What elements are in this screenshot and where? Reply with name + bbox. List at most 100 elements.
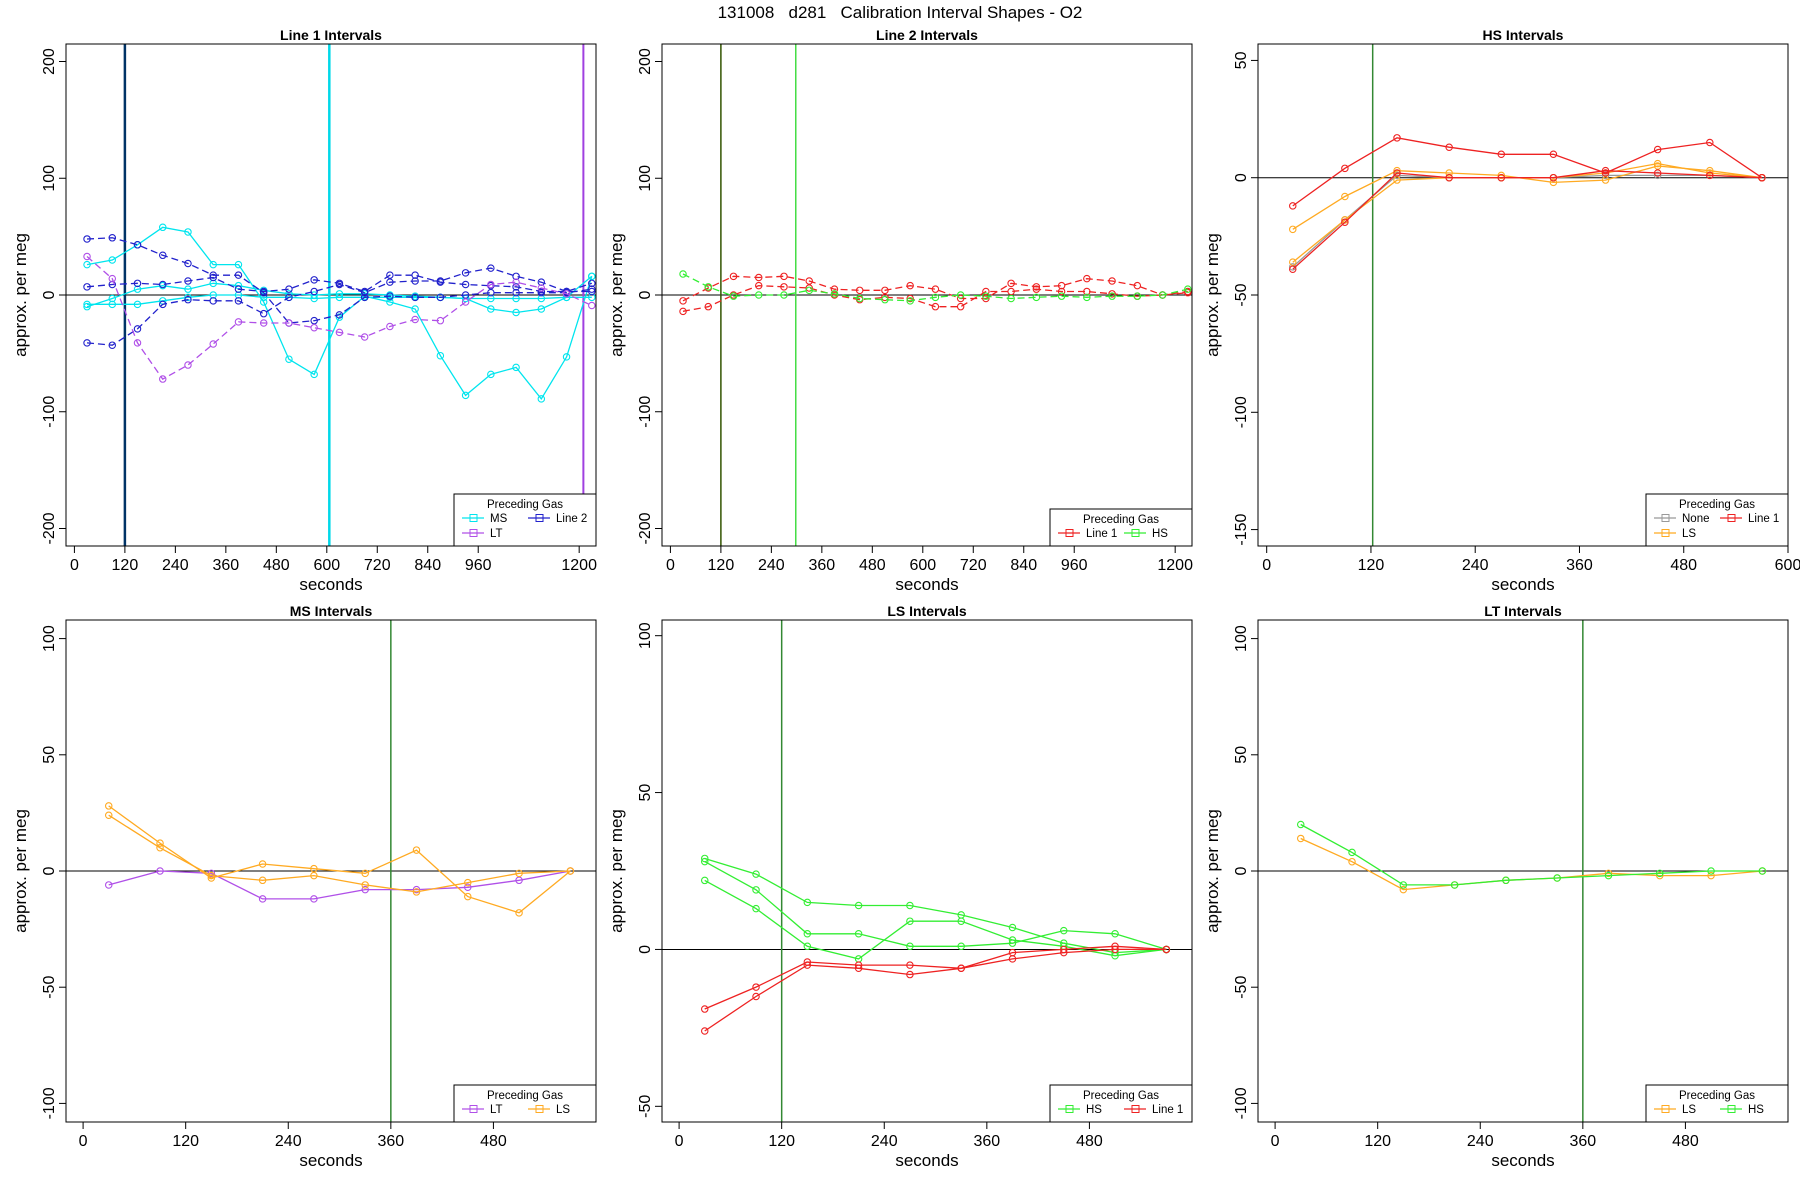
data-point xyxy=(512,308,520,317)
x-tick-label: 360 xyxy=(808,557,835,574)
data-point xyxy=(700,876,709,885)
data-point xyxy=(562,290,571,298)
data-point xyxy=(1083,287,1091,296)
data-point xyxy=(957,964,965,973)
data-point xyxy=(335,290,344,298)
data-point xyxy=(566,867,575,875)
data-point xyxy=(133,339,142,347)
legend-swatch-marker xyxy=(1727,1105,1736,1113)
data-point xyxy=(108,256,117,264)
data-point xyxy=(104,811,113,819)
y-tick-label: -100 xyxy=(1233,396,1250,428)
legend-swatch-marker xyxy=(1661,514,1670,522)
y-tick-label: 0 xyxy=(41,866,58,875)
data-point xyxy=(156,844,164,852)
data-point xyxy=(1083,274,1091,283)
x-axis-label: seconds xyxy=(895,1151,958,1170)
y-axis-label: approx. per meg xyxy=(1203,233,1222,357)
x-tick-label: 480 xyxy=(1672,1133,1699,1150)
data-point xyxy=(679,270,687,278)
data-point xyxy=(1133,281,1142,290)
data-point xyxy=(1399,881,1408,889)
legend-entry: LT xyxy=(462,1104,503,1116)
y-axis-label: approx. per meg xyxy=(11,809,30,933)
legend-entry: None xyxy=(1654,513,1710,525)
data-point xyxy=(310,276,318,284)
data-point xyxy=(285,319,293,327)
legend-box xyxy=(1645,493,1789,547)
data-point xyxy=(729,292,738,300)
x-tick-label: 0 xyxy=(79,1133,88,1150)
data-point xyxy=(752,870,760,878)
data-point xyxy=(108,300,117,309)
data-point xyxy=(360,293,369,302)
x-tick-label: 840 xyxy=(1010,557,1037,574)
legend-label: Line 1 xyxy=(1152,1104,1183,1116)
data-point xyxy=(310,370,318,379)
data-point xyxy=(1497,171,1506,180)
data-point xyxy=(209,279,217,288)
x-tick-label: 840 xyxy=(414,557,441,574)
data-point xyxy=(512,288,520,297)
data-point xyxy=(803,929,812,938)
legend-box xyxy=(453,1084,597,1123)
y-tick-label: 50 xyxy=(1233,51,1250,69)
data-point xyxy=(906,901,914,910)
data-point xyxy=(461,280,470,289)
x-tick-label: 1200 xyxy=(561,557,597,574)
data-point xyxy=(700,1005,709,1013)
data-point xyxy=(588,287,596,296)
x-tick-label: 0 xyxy=(666,557,675,574)
data-point xyxy=(1341,218,1349,227)
data-point xyxy=(361,881,369,889)
data-point xyxy=(1553,874,1561,882)
y-tick-label: -50 xyxy=(41,976,58,999)
x-tick-label: 120 xyxy=(708,557,735,574)
data-point xyxy=(1296,820,1305,829)
data-point xyxy=(512,283,520,291)
data-point xyxy=(1348,848,1356,857)
series-line xyxy=(86,275,593,314)
data-point xyxy=(588,293,596,302)
legend-title: Preceding Gas xyxy=(1083,514,1159,526)
y-tick-label: 0 xyxy=(41,290,58,299)
data-point xyxy=(1706,166,1714,175)
data-point xyxy=(1184,285,1192,293)
data-point xyxy=(515,909,523,917)
data-point xyxy=(411,277,419,285)
legend-swatch-marker xyxy=(469,514,478,522)
x-tick-label: 240 xyxy=(275,1133,302,1150)
legend-swatch-marker xyxy=(469,1105,478,1113)
data-point xyxy=(1007,294,1015,303)
data-point xyxy=(931,293,940,302)
data-point xyxy=(780,272,788,281)
data-point xyxy=(1656,869,1664,878)
data-point xyxy=(83,235,91,243)
x-tick-label: 480 xyxy=(859,557,886,574)
data-point xyxy=(1057,287,1066,296)
y-tick-label: -50 xyxy=(1233,283,1250,306)
x-tick-label: 600 xyxy=(1775,557,1800,574)
data-point xyxy=(754,273,763,282)
data-point xyxy=(461,391,470,400)
data-point xyxy=(1604,871,1613,880)
y-axis-label: approx. per meg xyxy=(1203,809,1222,933)
x-tick-label: 480 xyxy=(480,1133,507,1150)
data-point xyxy=(704,302,713,311)
data-point xyxy=(906,917,914,925)
data-point xyxy=(487,305,495,313)
data-point xyxy=(906,297,914,305)
legend-box xyxy=(1645,1084,1789,1123)
data-point xyxy=(752,886,760,894)
data-point xyxy=(906,294,914,303)
data-point xyxy=(855,294,864,303)
data-point xyxy=(1296,834,1305,843)
data-point xyxy=(133,279,142,288)
series-line xyxy=(86,237,592,324)
data-point xyxy=(780,291,788,299)
y-tick-label: -100 xyxy=(41,1087,58,1119)
data-point xyxy=(83,339,91,347)
data-point xyxy=(752,904,760,913)
legend-entry: HS xyxy=(1124,528,1168,540)
